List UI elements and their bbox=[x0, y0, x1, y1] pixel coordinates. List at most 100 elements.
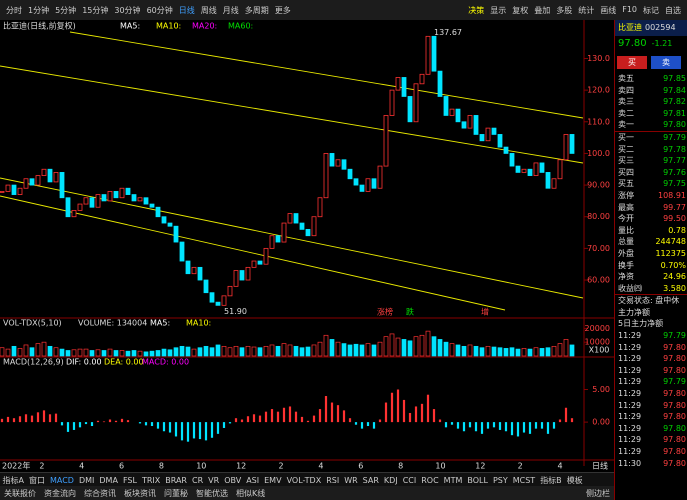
status-item[interactable]: 相似K线 bbox=[236, 488, 266, 498]
period-tab[interactable]: 30分钟 bbox=[114, 5, 141, 15]
indicator-tab[interactable]: 指标B bbox=[540, 475, 562, 485]
flow-row[interactable]: 5日主力净额 bbox=[618, 319, 664, 329]
period-tab[interactable]: 60分钟 bbox=[146, 5, 173, 15]
indicator-tab[interactable]: 模板 bbox=[566, 475, 583, 485]
x-tick-label: 6 bbox=[119, 462, 124, 471]
indicator-tab[interactable]: FSL bbox=[122, 475, 137, 485]
indicator-tab[interactable]: WR bbox=[344, 475, 358, 485]
candle bbox=[125, 187, 131, 195]
candle bbox=[431, 35, 437, 72]
tool-button[interactable]: 自选 bbox=[665, 5, 681, 15]
status-item[interactable]: 板块资讯 bbox=[124, 488, 156, 498]
indicator-tab[interactable]: MTM bbox=[443, 475, 463, 485]
volume-bar bbox=[17, 348, 23, 357]
order-label: 卖四 bbox=[618, 85, 634, 95]
tool-button[interactable]: 统计 bbox=[578, 5, 595, 15]
volume-bar bbox=[185, 346, 191, 357]
volume-bar bbox=[563, 339, 569, 357]
tool-button[interactable]: 显示 bbox=[490, 5, 507, 15]
indicator-tab[interactable]: TRIX bbox=[141, 475, 161, 485]
order-price: 97.75 bbox=[663, 179, 686, 189]
sell-button[interactable]: 卖 bbox=[651, 56, 681, 69]
candle bbox=[467, 115, 473, 129]
indicator-tab[interactable]: BOLL bbox=[467, 475, 488, 485]
tool-button[interactable]: 复权 bbox=[512, 5, 529, 15]
candle bbox=[113, 191, 119, 199]
stat-label: 总量 bbox=[618, 237, 634, 247]
status-item[interactable]: 关联报价 bbox=[4, 488, 36, 498]
tool-button[interactable]: 标记 bbox=[643, 5, 659, 15]
status-item[interactable]: 智能优选 bbox=[196, 488, 228, 498]
indicator-tab[interactable]: EMV bbox=[264, 475, 282, 485]
period-tab[interactable]: 更多 bbox=[274, 5, 291, 15]
indicator-tab[interactable]: VR bbox=[208, 475, 220, 485]
indicator-tab[interactable]: 窗口 bbox=[28, 475, 45, 485]
trade-row: 11:29 97.80 bbox=[615, 411, 687, 423]
tool-button[interactable]: 决策 bbox=[468, 5, 485, 15]
volume-bar bbox=[353, 343, 359, 357]
period-tab[interactable]: 5分钟 bbox=[55, 5, 77, 15]
indicator-tab[interactable]: CR bbox=[192, 475, 204, 485]
order-price: 97.81 bbox=[663, 108, 686, 118]
indicator-tab[interactable]: SAR bbox=[362, 475, 379, 485]
volume-bar bbox=[455, 344, 461, 357]
indicator-tab[interactable]: OBV bbox=[224, 475, 242, 485]
indicator-tab[interactable]: DMI bbox=[78, 475, 95, 485]
candle bbox=[503, 146, 509, 154]
candle bbox=[293, 213, 299, 224]
period-tab[interactable]: 日线 bbox=[178, 5, 195, 15]
tool-button[interactable]: 画线 bbox=[600, 5, 617, 15]
candle bbox=[317, 197, 323, 218]
period-tab[interactable]: 多周期 bbox=[244, 5, 269, 15]
sidebar-button[interactable]: 侧边栏 bbox=[586, 488, 610, 498]
volume-bar bbox=[323, 334, 329, 357]
y-tick-label: 60.00 bbox=[587, 276, 610, 285]
trade-time: 11:29 bbox=[618, 412, 642, 422]
indicator-tab[interactable]: MACD bbox=[49, 475, 74, 485]
indicator-tab[interactable]: MCST bbox=[512, 475, 536, 485]
candle bbox=[365, 178, 371, 192]
volume-bar bbox=[557, 343, 563, 357]
volume-bar bbox=[59, 348, 65, 357]
status-bar: 关联报价 资金流向 综合资讯 板块资讯 问董秘 智能优选 相似K线 侧边栏 bbox=[0, 486, 614, 500]
indicator-tab[interactable]: KDJ bbox=[383, 475, 398, 485]
tool-button[interactable]: 多股 bbox=[556, 5, 573, 15]
period-tab[interactable]: 15分钟 bbox=[82, 5, 109, 15]
stat-value: 244748 bbox=[655, 237, 686, 247]
indicator-tab[interactable]: ASI bbox=[246, 475, 260, 485]
stat-row: 收益㈣ 3.580 bbox=[615, 283, 687, 295]
status-item[interactable]: 资金流向 bbox=[44, 488, 76, 498]
ma-label: MA10: bbox=[186, 319, 211, 328]
indicator-tab[interactable]: BRAR bbox=[165, 475, 187, 485]
tool-button[interactable]: F10 bbox=[622, 4, 637, 14]
indicator-tab[interactable]: 指标A bbox=[2, 475, 24, 485]
volume-bar bbox=[419, 334, 425, 357]
candle bbox=[221, 295, 227, 306]
volume-bar bbox=[83, 348, 89, 357]
y-tick-label: 80.00 bbox=[587, 212, 610, 221]
order-label: 买三 bbox=[618, 156, 634, 166]
order-price: 97.77 bbox=[663, 156, 686, 166]
flow-row[interactable]: 主力净额 bbox=[618, 307, 650, 317]
status-item[interactable]: 综合资讯 bbox=[84, 488, 116, 498]
status-item[interactable]: 问董秘 bbox=[164, 488, 188, 498]
indicator-tab[interactable]: ROC bbox=[421, 475, 439, 485]
period-tab[interactable]: 周线 bbox=[200, 5, 217, 15]
x-tick-label: 4 bbox=[318, 462, 323, 471]
volume-bar bbox=[305, 346, 311, 357]
tool-button[interactable]: 叠加 bbox=[534, 5, 551, 15]
buy-button[interactable]: 买 bbox=[617, 56, 647, 69]
x-tick-label: 12 bbox=[475, 462, 485, 471]
volume-bar bbox=[113, 350, 119, 357]
macd-header: MACD(12,26,9) bbox=[3, 358, 64, 367]
y-tick-label: 70.00 bbox=[587, 244, 610, 253]
indicator-tab[interactable]: VOL-TDX bbox=[286, 475, 322, 485]
period-tab[interactable]: 1分钟 bbox=[28, 5, 50, 15]
period-tab[interactable]: 月线 bbox=[222, 5, 239, 15]
indicator-tab[interactable]: RSI bbox=[326, 475, 340, 485]
indicator-tab[interactable]: CCI bbox=[402, 475, 417, 485]
period-tab[interactable]: 分时 bbox=[6, 5, 22, 15]
period-button[interactable]: 日线 bbox=[592, 461, 608, 471]
indicator-tab[interactable]: DMA bbox=[99, 475, 118, 485]
indicator-tab[interactable]: PSY bbox=[492, 475, 508, 485]
